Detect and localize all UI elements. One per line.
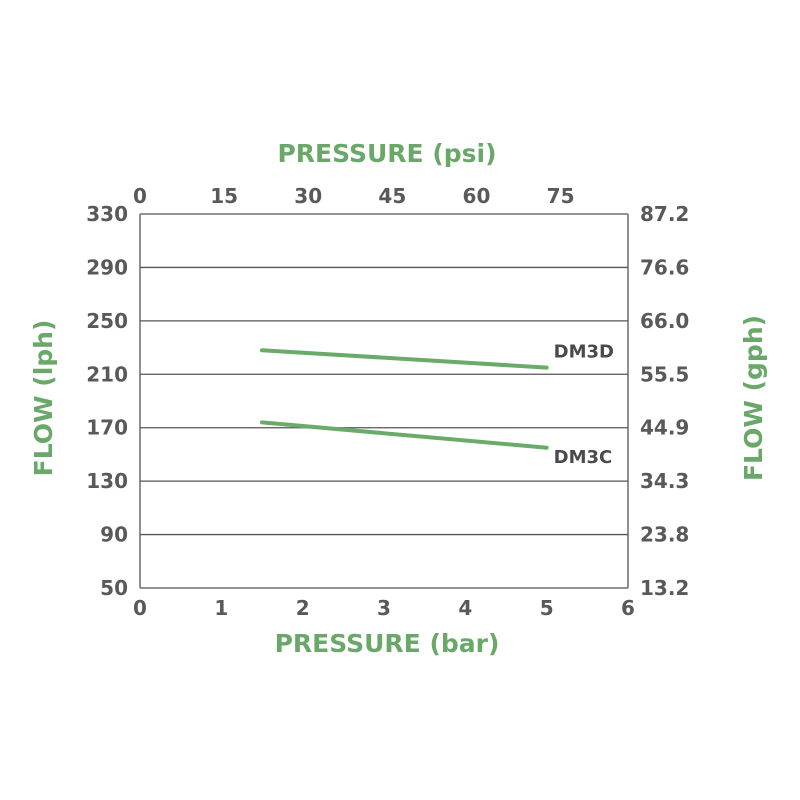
x-tick-label: 3 [377,596,391,620]
y2-tick-label: 13.2 [640,576,689,600]
x2-tick-label: 45 [378,184,406,208]
series-line-dm3d [260,348,549,370]
right-axis-title: FLOW (gph) [739,315,768,481]
x-tick-label: 2 [296,596,310,620]
y-tick-label: 170 [86,416,128,440]
x2-tick-label: 75 [547,184,575,208]
y-tick-label: 250 [86,309,128,333]
left-axis-title: FLOW (lph) [29,320,58,477]
y2-tick-label: 66.0 [640,309,689,333]
x-tick-label: 0 [133,596,147,620]
y-tick-label: 210 [86,362,128,386]
y-tick-label: 330 [86,202,128,226]
y-tick-label: 50 [100,576,128,600]
x-tick-label: 4 [458,596,472,620]
y2-tick-label: 23.8 [640,523,689,547]
y2-tick-label: 34.3 [640,469,689,493]
top-axis-title: PRESSURE (psi) [277,139,496,168]
y-tick-label: 130 [86,469,128,493]
y-tick-label: 90 [100,523,128,547]
x2-tick-label: 15 [210,184,238,208]
series-line-dm3c [260,420,549,450]
x-tick-label: 5 [540,596,554,620]
x-tick-label: 1 [214,596,228,620]
series-label-dm3c: DM3C [554,447,613,468]
x2-tick-label: 0 [133,184,147,208]
x-tick-label: 6 [621,596,635,620]
x2-tick-label: 60 [463,184,491,208]
y-tick-label: 290 [86,255,128,279]
y2-tick-label: 44.9 [640,416,689,440]
y2-tick-label: 76.6 [640,255,689,279]
y2-tick-label: 55.5 [640,362,689,386]
x2-tick-label: 30 [294,184,322,208]
bottom-axis-title: PRESSURE (bar) [275,629,500,658]
series-label-dm3d: DM3D [554,342,614,363]
y2-tick-label: 87.2 [640,202,689,226]
